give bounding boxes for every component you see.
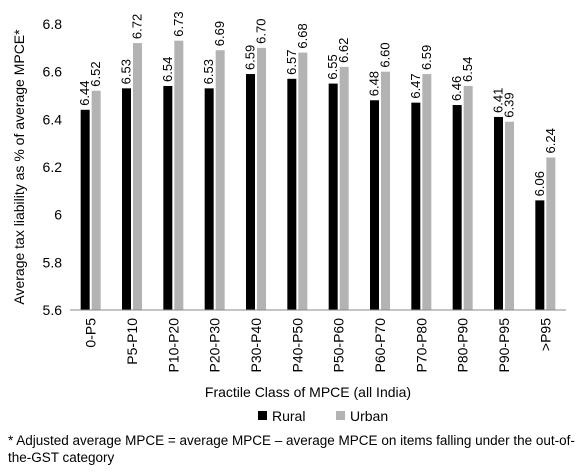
legend: Rural Urban	[258, 408, 388, 424]
x-axis-ticks: 0-P5 P5-P10 P10-P20 P20-P30 P30-P40 P40-P50 P5…	[83, 318, 554, 373]
bar-rural	[287, 78, 297, 310]
bar-urban	[546, 157, 556, 310]
bar-rural	[494, 116, 503, 310]
bar-value-label: 6.73	[171, 11, 186, 36]
bar-value-label: 6.24	[543, 128, 558, 153]
bar-value-label: 6.46	[449, 76, 464, 101]
legend-swatch-urban	[336, 411, 345, 420]
bar-rural	[370, 100, 379, 311]
legend-label-rural: Rural	[272, 408, 305, 424]
x-tick-label: P60-P70	[372, 318, 388, 373]
bar-value-label: 6.72	[130, 14, 145, 39]
legend-label-urban: Urban	[350, 408, 388, 424]
bar-value-label: 6.59	[419, 45, 434, 70]
x-tick-label: P10-P20	[165, 318, 181, 373]
bar-urban	[298, 52, 308, 310]
bar-value-label: 6.53	[119, 59, 134, 84]
footnote: * Adjusted average MPCE = average MPCE –…	[8, 433, 575, 465]
bar-rural	[452, 105, 462, 311]
bar-rural	[328, 83, 338, 310]
bar-value-labels: 6.44 6.53 6.54 6.53 6.59 6.57 6.55 6.48 6.47 6.46…	[77, 11, 558, 196]
bar-value-label: 6.54	[160, 57, 175, 82]
bar-value-label: 6.57	[284, 50, 299, 75]
bar-urban	[381, 71, 390, 311]
bar-urban	[257, 47, 266, 310]
bar-rural	[246, 74, 255, 310]
bar-value-label: 6.47	[408, 73, 423, 98]
x-tick-label: P50-P60	[331, 318, 347, 373]
x-tick-label: P80-P90	[455, 318, 471, 373]
x-tick-label: P40-P50	[289, 318, 305, 373]
x-tick-label: P30-P40	[248, 318, 264, 373]
bar-chart: 5.6 5.8 6 6.2 6.4 6.6 6.8 6.44 6.53 6.54 6.53 6.59…	[11, 11, 566, 424]
bar-urban	[339, 66, 349, 311]
bar-value-label: 6.70	[254, 19, 269, 44]
legend-swatch-rural	[258, 411, 267, 420]
x-tick-label: P20-P30	[207, 318, 223, 373]
y-tick-label: 6.2	[43, 159, 63, 175]
x-tick-label: >P95	[537, 318, 553, 351]
bar-rural	[80, 109, 90, 310]
y-tick-label: 6	[54, 207, 62, 223]
x-tick-label: P5-P10	[124, 318, 140, 365]
y-tick-label: 6.8	[43, 16, 63, 32]
x-tick-label: P90-P95	[496, 318, 512, 373]
bar-value-label: 6.41	[491, 88, 506, 113]
x-tick-label: 0-P5	[83, 318, 99, 348]
bar-value-label: 6.59	[243, 45, 258, 70]
y-tick-label: 6.4	[43, 111, 63, 127]
bar-rural	[122, 88, 131, 310]
bars	[80, 40, 556, 311]
y-tick-label: 5.8	[43, 254, 63, 270]
bar-value-label: 6.55	[325, 54, 340, 79]
x-axis-title: Fractile Class of MPCE (all India)	[205, 384, 411, 400]
bar-value-label: 6.06	[532, 171, 547, 196]
bar-rural	[204, 88, 214, 310]
bar-value-label: 6.53	[201, 59, 216, 84]
bar-urban	[422, 74, 432, 310]
bar-rural	[163, 85, 173, 310]
y-axis-title: Average tax liability as % of average MP…	[11, 29, 27, 305]
bar-value-label: 6.52	[88, 61, 103, 86]
bar-value-label: 6.54	[460, 57, 475, 82]
bar-value-label: 6.62	[336, 38, 351, 63]
bar-urban	[463, 85, 473, 310]
bar-urban	[91, 90, 101, 310]
bar-urban	[174, 40, 184, 310]
bar-value-label: 6.69	[212, 21, 227, 46]
x-tick-label: P70-P80	[413, 318, 429, 373]
bar-value-label: 6.60	[378, 42, 393, 67]
y-tick-label: 5.6	[43, 302, 63, 318]
bar-urban	[133, 43, 142, 311]
bar-rural	[411, 102, 421, 311]
bar-urban	[215, 50, 225, 310]
bar-value-label: 6.48	[367, 71, 382, 96]
bar-rural	[535, 200, 545, 310]
y-tick-label: 6.6	[43, 64, 63, 80]
bar-value-label: 6.39	[502, 92, 517, 117]
bar-urban	[505, 121, 514, 310]
bar-value-label: 6.68	[295, 23, 310, 48]
bar-value-label: 6.44	[77, 80, 92, 105]
y-axis-ticks: 5.6 5.8 6 6.2 6.4 6.6 6.8	[43, 16, 63, 318]
